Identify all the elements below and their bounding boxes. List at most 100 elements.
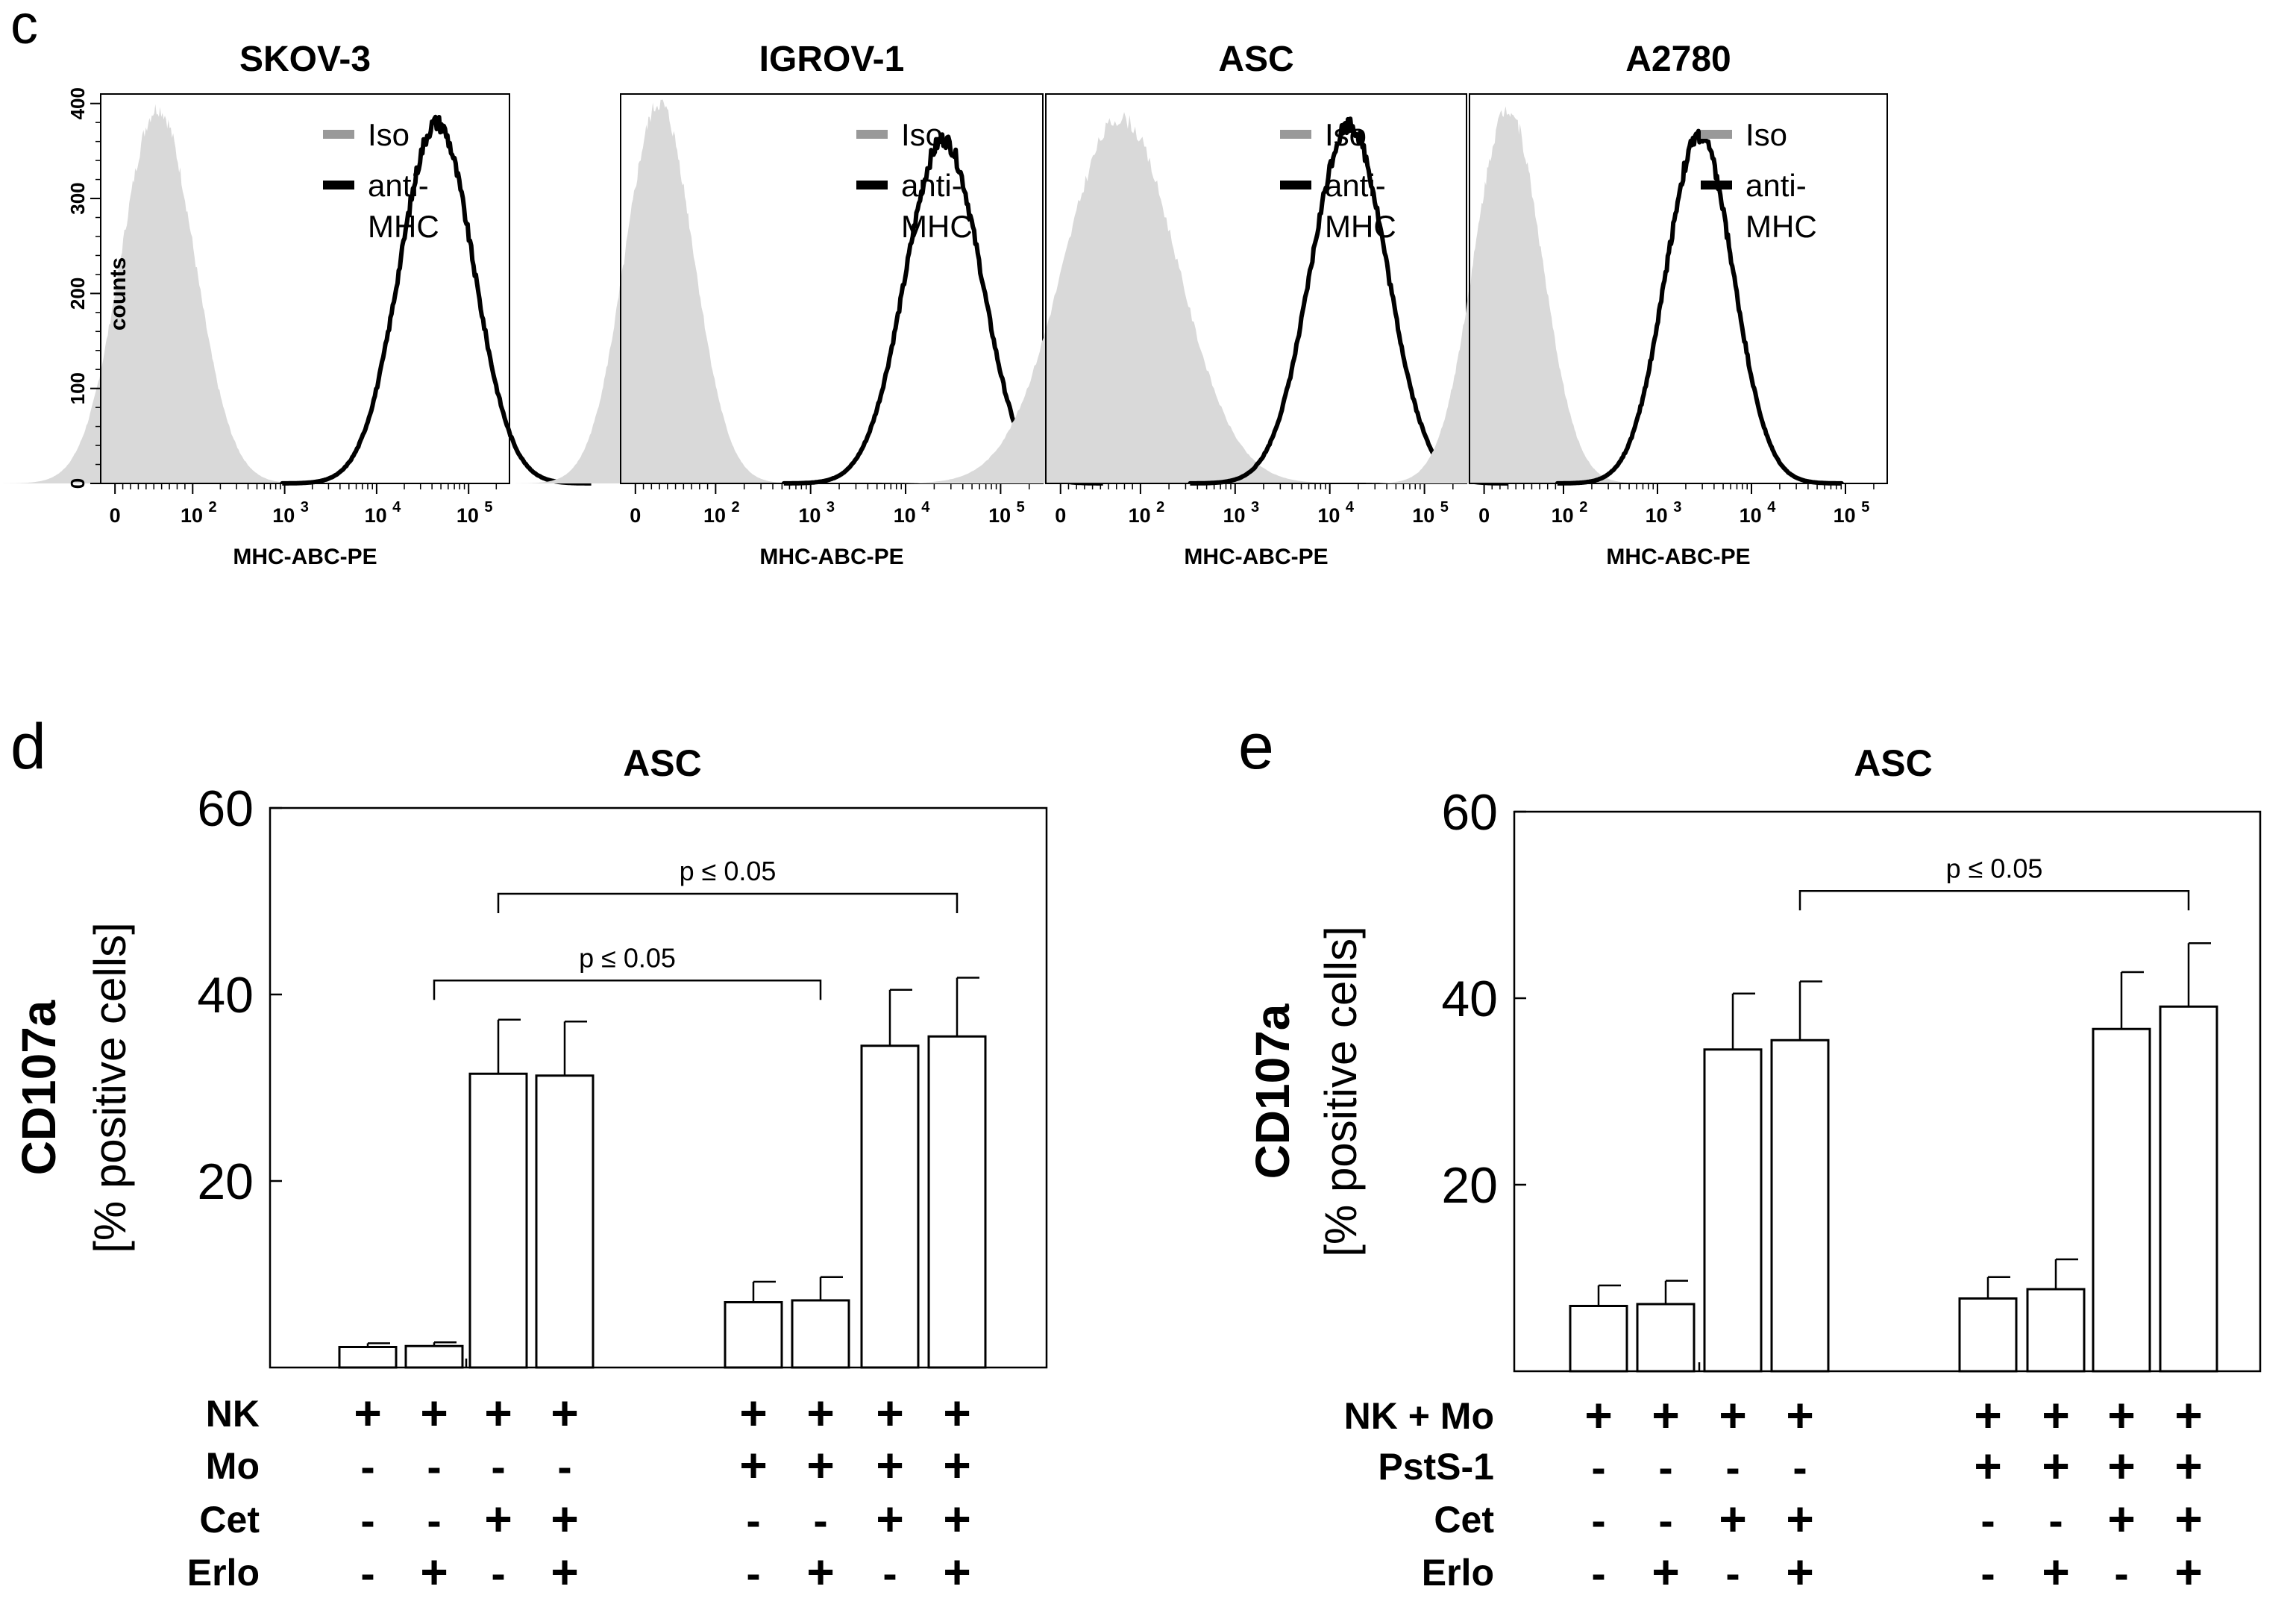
x-tick-label: 10 3	[798, 499, 835, 527]
x-tick-label: 10 2	[181, 499, 217, 527]
plus-mark: +	[943, 1545, 970, 1599]
plus-mark: +	[2042, 1439, 2069, 1493]
legend-label-anti-mhc-line1: anti-	[1325, 168, 1386, 203]
plus-mark: +	[1974, 1439, 2001, 1493]
legend-label-anti-mhc-line2: MHC	[1325, 209, 1396, 244]
plus-mark: +	[943, 1438, 970, 1492]
minus-mark: -	[1725, 1550, 1740, 1598]
legend-label-anti-mhc-line2: MHC	[901, 209, 973, 244]
minus-mark: -	[1980, 1550, 1995, 1598]
iso-histogram	[882, 112, 1359, 483]
plus-mark: +	[484, 1492, 512, 1546]
y-tick-label: 40	[197, 967, 254, 1024]
legend-label-anti-mhc-line1: anti-	[368, 168, 429, 203]
plus-mark: +	[1786, 1388, 1813, 1442]
x-tick-label: 0	[1478, 504, 1490, 527]
minus-mark: -	[1591, 1497, 1605, 1545]
minus-mark: -	[1658, 1497, 1672, 1545]
plot-frame	[1513, 810, 2262, 1373]
plot-frame	[620, 93, 1044, 484]
legend-label-anti-mhc-line2: MHC	[1745, 209, 1817, 244]
panel-label-d: d	[10, 711, 46, 783]
x-tick-label: 10 5	[457, 499, 493, 527]
y-axis-label-line2: [% positive cells]	[1316, 926, 1366, 1257]
plus-mark: +	[876, 1386, 903, 1440]
bar	[535, 1074, 595, 1369]
minus-mark: -	[1591, 1444, 1605, 1492]
x-tick-label: 10 3	[1646, 499, 1682, 527]
histogram-title: ASC	[1218, 40, 1293, 79]
condition-label: NK	[206, 1393, 260, 1435]
legend-label-anti-mhc-line1: anti-	[901, 168, 962, 203]
y-axis-label: counts	[106, 257, 131, 330]
bar	[2159, 1005, 2218, 1373]
x-tick-label: 0	[630, 504, 641, 527]
condition-label: Erlo	[187, 1552, 260, 1594]
x-tick-label: 10 4	[1740, 499, 1777, 527]
anti-mhc-histogram	[280, 114, 594, 486]
y-tick-label: 20	[1441, 1157, 1498, 1214]
minus-mark: -	[813, 1497, 827, 1545]
plot-frame	[269, 806, 1048, 1369]
plus-mark: +	[1652, 1388, 1679, 1442]
significance-bracket	[497, 892, 959, 913]
iso-histogram	[515, 99, 803, 483]
x-tick-label: 10 3	[1223, 499, 1259, 527]
minus-mark: -	[491, 1443, 505, 1491]
x-tick-label: 10 5	[1412, 499, 1449, 527]
legend-swatch-anti-mhc	[323, 181, 354, 189]
chart-title: ASC	[623, 742, 702, 784]
legend-swatch-anti-mhc	[1701, 181, 1732, 189]
minus-mark: -	[1980, 1497, 1995, 1545]
plus-mark: +	[739, 1438, 767, 1492]
bar	[404, 1344, 464, 1369]
plus-mark: +	[2174, 1388, 2202, 1442]
chart-title: ASC	[1854, 742, 1933, 784]
y-axis-label-line1: CD107a	[12, 1000, 66, 1175]
x-tick-label: 0	[1055, 504, 1066, 527]
minus-mark: -	[882, 1550, 897, 1598]
condition-label: Cet	[1434, 1499, 1494, 1541]
plus-mark: +	[876, 1438, 903, 1492]
y-tick-label: 400	[66, 87, 89, 119]
bar	[791, 1299, 850, 1369]
plus-mark: +	[551, 1386, 578, 1440]
bar	[338, 1346, 398, 1369]
bar	[468, 1072, 528, 1369]
minus-mark: -	[1725, 1444, 1740, 1492]
minus-mark: -	[360, 1550, 374, 1598]
plus-mark: +	[2042, 1545, 2069, 1599]
x-tick-label: 10 4	[1317, 499, 1355, 527]
panel-label-c: c	[10, 0, 38, 55]
condition-label: Erlo	[1422, 1552, 1494, 1594]
plus-mark: +	[943, 1492, 970, 1546]
bar	[860, 1044, 920, 1369]
plus-mark: +	[739, 1386, 767, 1440]
x-tick-label: 10 4	[365, 499, 402, 527]
histogram-title: IGROV-1	[759, 40, 905, 79]
y-axis-label-line2: [% positive cells]	[85, 922, 135, 1253]
condition-label: Mo	[206, 1445, 260, 1487]
legend-swatch-anti-mhc	[1280, 181, 1311, 189]
legend-label-iso: Iso	[1745, 117, 1787, 152]
minus-mark: -	[746, 1550, 760, 1598]
histogram-row: 0 10 2 10 3 10 4 10 5 MHC-ABC-PE SKOV-3 Iso anti…	[3, 40, 1888, 569]
legend-swatch-iso	[1280, 130, 1311, 139]
legend-label-iso: Iso	[368, 117, 410, 152]
iso-histogram	[1366, 106, 1650, 483]
plus-mark: +	[943, 1386, 970, 1440]
histogram-title: SKOV-3	[239, 40, 371, 79]
plus-mark: +	[1584, 1388, 1612, 1442]
x-tick-label: 10 2	[703, 499, 740, 527]
plus-mark: +	[1719, 1492, 1746, 1546]
bar	[927, 1035, 987, 1369]
plus-mark: +	[2107, 1492, 2135, 1546]
minus-mark: -	[1658, 1444, 1672, 1492]
y-tick-label: 100	[66, 372, 89, 404]
plus-mark: +	[1974, 1388, 2001, 1442]
y-tick-label: 40	[1441, 971, 1498, 1027]
plus-mark: +	[420, 1545, 448, 1599]
legend-label-anti-mhc-line2: MHC	[368, 209, 439, 244]
plus-mark: +	[2107, 1388, 2135, 1442]
anti-mhc-histogram	[1555, 128, 1844, 486]
